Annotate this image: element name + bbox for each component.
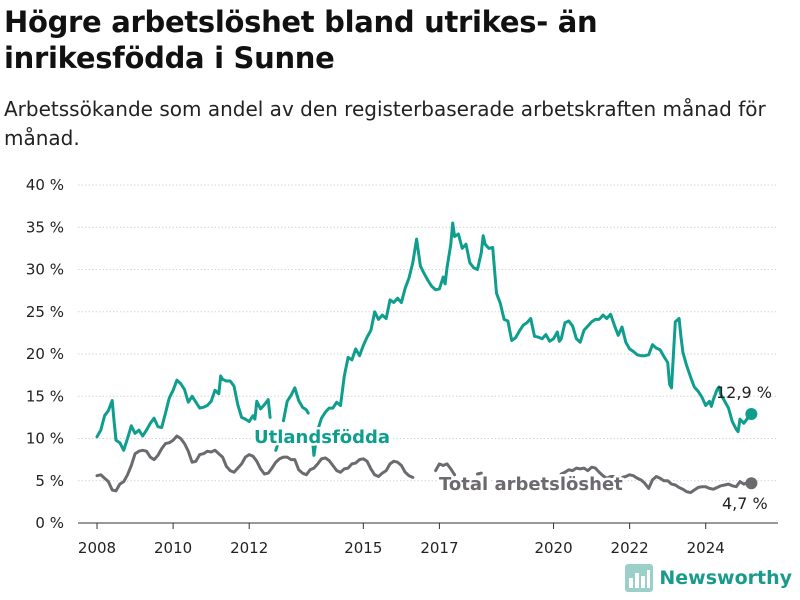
series-label-utlandsfodda-halo: Utlandsfödda xyxy=(254,427,390,448)
utlandsfodda-line xyxy=(274,442,280,452)
series-label-utlandsfodda: Utlandsfödda xyxy=(254,427,390,448)
chart-title: Högre arbetslöshet bland utrikes- än inr… xyxy=(4,5,598,75)
x-tick-label: 2017 xyxy=(420,539,458,557)
x-axis: 2008 2010 2012 2015 2017 2020 2022 2024 xyxy=(78,522,778,557)
y-axis-ticks: 0 % 5 % 10 % 15 % 20 % 25 % 30 % 35 % 40 % xyxy=(26,176,64,532)
series-label-total: Total arbetslöshet xyxy=(439,474,623,495)
x-tick-label: 2024 xyxy=(687,539,725,557)
x-tick-label: 2015 xyxy=(344,539,382,557)
newsworthy-brand: Newsworthy xyxy=(625,564,792,592)
series-lines xyxy=(95,221,753,495)
y-tick-label: 10 % xyxy=(26,430,64,448)
utlandsfodda-line xyxy=(310,221,753,457)
y-tick-label: 40 % xyxy=(26,176,64,194)
x-tick-label: 2008 xyxy=(78,539,116,557)
y-tick-label: 30 % xyxy=(26,261,64,279)
end-marker-utlandsfodda xyxy=(745,407,758,420)
y-tick-label: 25 % xyxy=(26,303,64,321)
total-arbetsloshet-line xyxy=(434,462,457,477)
utlandsfodda-line xyxy=(281,386,310,423)
y-tick-label: 15 % xyxy=(26,387,64,405)
total-arbetsloshet-line xyxy=(476,471,483,476)
x-tick-label: 2020 xyxy=(534,539,572,557)
utlandsfodda-line xyxy=(95,374,272,452)
y-tick-label: 35 % xyxy=(26,218,64,236)
brand-name: Newsworthy xyxy=(659,567,792,589)
y-tick-label: 5 % xyxy=(35,472,64,490)
total-arbetsloshet-line xyxy=(559,465,753,495)
series-label-total-halo: Total arbetslöshet xyxy=(439,474,623,495)
x-tick-label: 2022 xyxy=(611,539,649,557)
bar-chart-logo-icon xyxy=(625,564,654,592)
end-label-total: 4,7 % xyxy=(722,494,768,513)
gridlines xyxy=(78,184,778,482)
x-tick-label: 2012 xyxy=(230,539,268,557)
total-arbetsloshet-line xyxy=(95,434,415,493)
x-tick-label: 2010 xyxy=(154,539,192,557)
y-tick-label: 0 % xyxy=(35,514,64,532)
chart-subtitle: Arbetssökande som andel av den registerb… xyxy=(4,97,766,150)
end-marker-total xyxy=(745,477,758,490)
y-tick-label: 20 % xyxy=(26,345,64,363)
end-label-utlandsfodda: 12,9 % xyxy=(716,383,772,402)
